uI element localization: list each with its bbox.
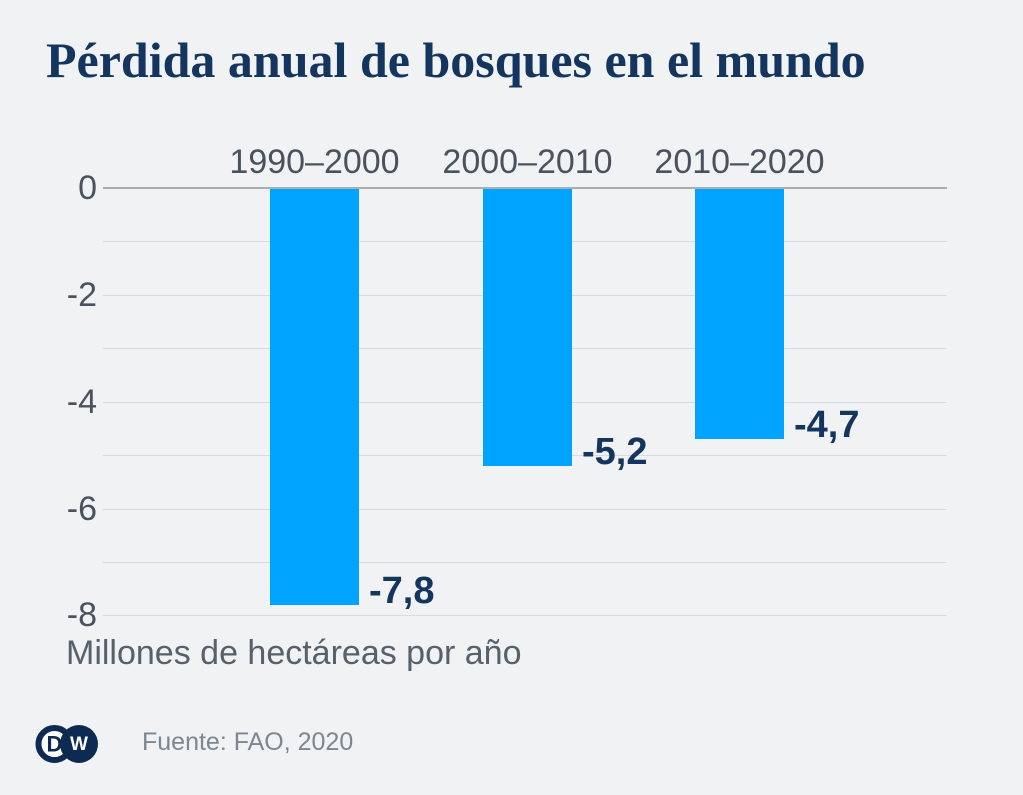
bar (483, 188, 572, 466)
category-label: 1990–2000 (229, 143, 400, 181)
bar-value-label: -5,2 (582, 431, 648, 473)
bar (270, 188, 359, 605)
category-label: 2010–2020 (654, 143, 825, 181)
unit-label: Millones de hectáreas por año (66, 634, 522, 672)
dw-logo-d-letter: D (47, 732, 63, 757)
bar-value-label: -7,8 (369, 570, 435, 612)
y-axis-tick-label: -2 (66, 276, 97, 314)
dw-logo-icon: D W (35, 725, 98, 763)
y-axis-tick-label: 0 (78, 169, 97, 207)
gridline (103, 509, 947, 510)
dw-logo-w-circle (60, 725, 98, 763)
category-label: 2000–2010 (442, 143, 613, 181)
y-axis-tick-label: -4 (66, 383, 97, 421)
gridline (103, 562, 947, 563)
bar-value-label: -4,7 (794, 404, 860, 446)
page-title: Pérdida anual de bosques en el mundo (46, 32, 866, 88)
source-label: Fuente: FAO, 2020 (142, 728, 354, 756)
bar (695, 188, 784, 439)
zero-gridline (103, 187, 947, 189)
gridline (103, 615, 947, 616)
dw-logo-w-letter: W (70, 734, 88, 755)
y-axis-tick-label: -8 (66, 596, 97, 634)
y-axis-tick-label: -6 (66, 490, 97, 528)
